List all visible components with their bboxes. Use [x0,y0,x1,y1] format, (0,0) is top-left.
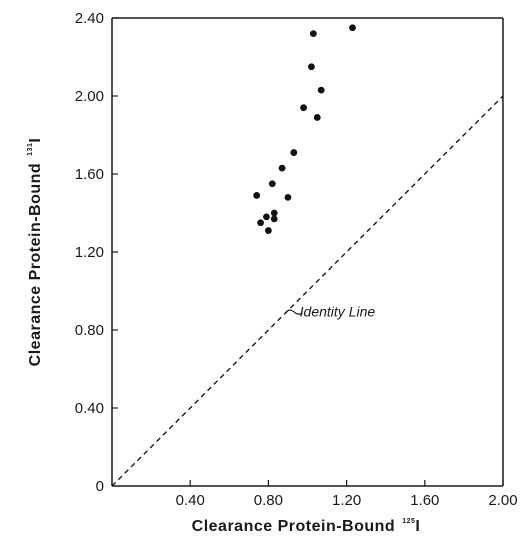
x-tick-label: 0.80 [254,492,283,509]
data-point [270,209,278,217]
y-axis-ticks: 0 0.40 0.80 1.20 1.60 2.00 2.40 [75,10,118,495]
y-axis-title-isotope: 131 [27,143,34,156]
data-point [313,114,321,121]
data-points [253,24,356,234]
y-tick-label: 0.80 [75,322,104,339]
data-point [265,227,272,234]
x-axis-ticks: 0.40 0.80 1.20 1.60 2.00 [176,480,518,509]
data-point [284,194,292,201]
data-point [253,192,261,199]
data-point [300,104,307,112]
x-tick-label: 1.20 [332,492,361,509]
identity-annotation: Identity Line [285,303,376,319]
y-tick-label: 1.20 [75,244,104,261]
data-point [268,180,276,188]
data-point [309,30,317,37]
x-axis-title-text: Clearance Protein-Bound [192,518,396,535]
x-tick-label: 2.00 [488,492,517,509]
data-point [290,149,298,156]
x-axis-title-isotope: 125 [402,518,415,525]
data-point [308,63,315,71]
annotation-pointer [285,309,303,315]
y-tick-label: 0.40 [75,400,104,417]
y-axis-title-text: Clearance Protein-Bound [27,163,44,367]
y-tick-label: 2.40 [75,10,104,27]
x-axis-title: Clearance Protein-Bound 125I [192,518,421,535]
data-point [257,219,264,227]
plot-frame [111,17,504,487]
y-tick-label: 0 [96,478,104,495]
annotation-label: Identity Line [300,303,376,319]
data-point [270,215,278,223]
data-point [263,213,270,221]
data-point [349,24,356,32]
y-axis-title: Clearance Protein-Bound 131I [27,138,44,367]
y-tick-label: 2.00 [75,88,104,105]
data-point [317,86,325,94]
x-tick-label: 1.60 [410,492,439,509]
identity-line [111,95,504,487]
y-tick-label: 1.60 [75,166,104,183]
data-point [278,164,286,172]
x-tick-label: 0.40 [176,492,205,509]
y-axis-title-element: I [27,138,44,143]
x-axis-title-element: I [415,518,420,535]
